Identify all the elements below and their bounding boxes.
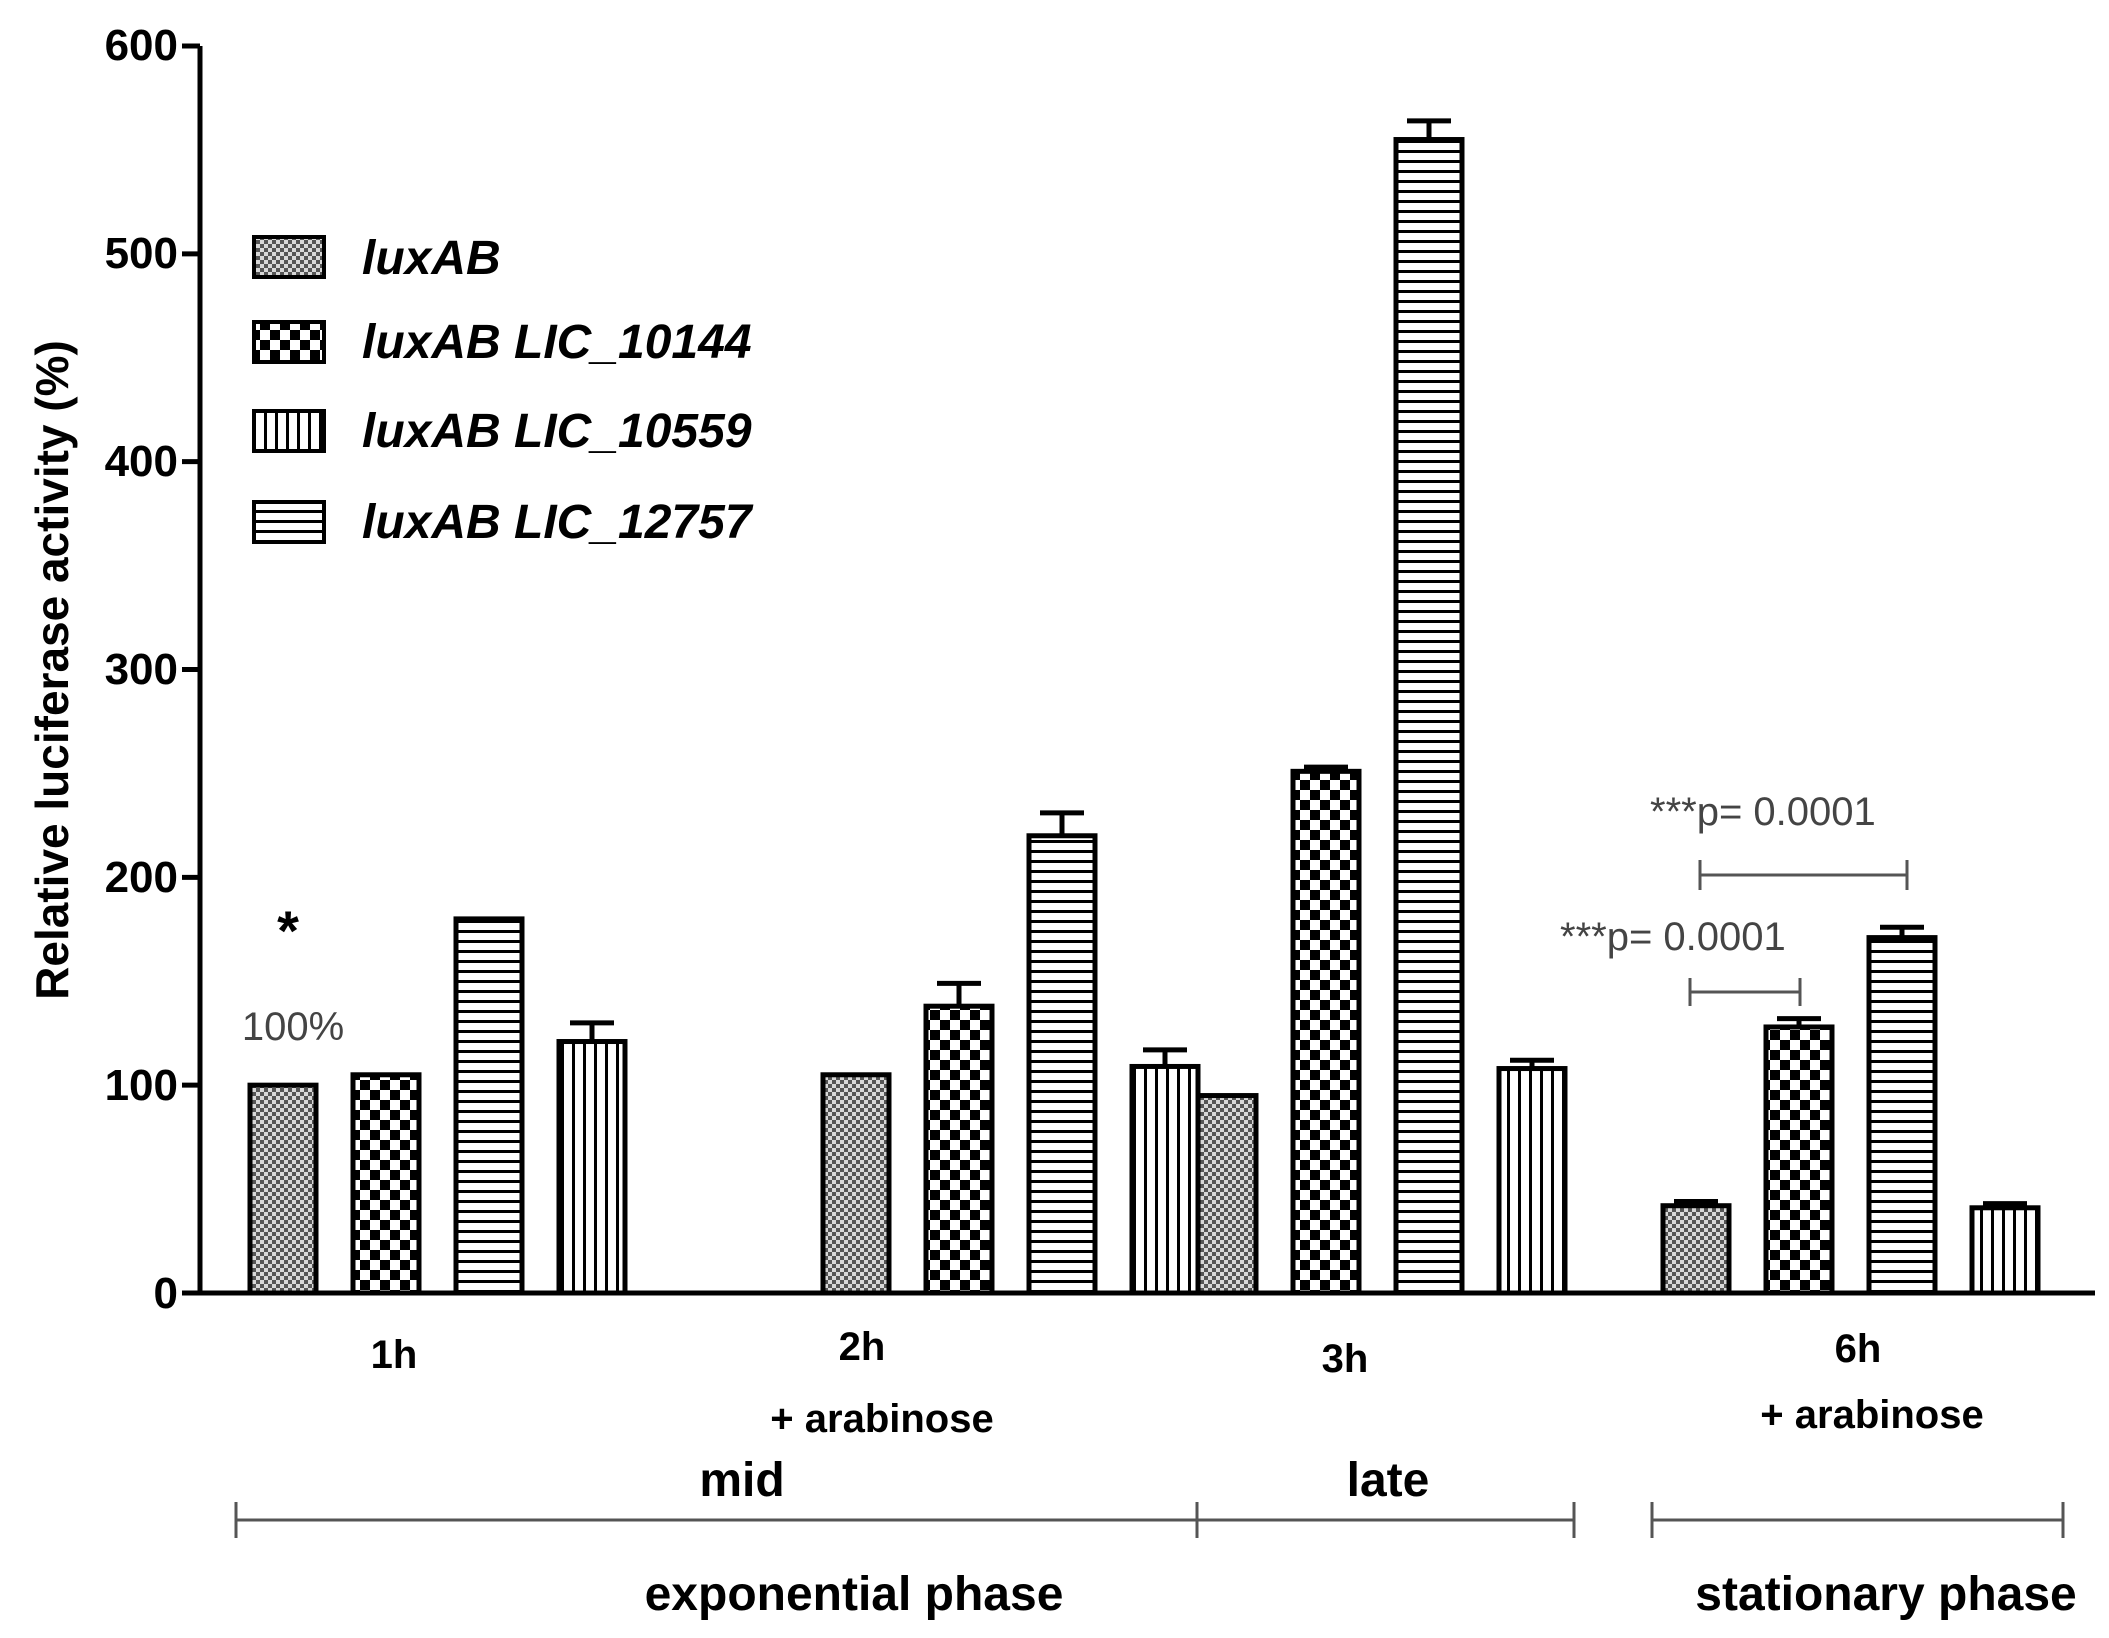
- error-bar: [1674, 1199, 1718, 1206]
- bar-luxab-lic-10559-3h: [1496, 1066, 1568, 1296]
- y-tick-label: 500: [105, 229, 178, 278]
- bar-luxab-1h: [247, 1082, 319, 1296]
- significance-bracket-upper: [1698, 860, 1909, 890]
- bar-luxab-lic-10559-1h: [556, 1039, 628, 1296]
- error-bar: [1777, 1016, 1821, 1027]
- error-bar: [1143, 1047, 1187, 1067]
- phase-label-stationary: stationary phase: [1695, 1568, 2076, 1621]
- category-label-3h: 3h: [1322, 1337, 1369, 1381]
- error-bar: [1510, 1057, 1554, 1069]
- bar-luxab-lic-10144-2h: [923, 1003, 995, 1296]
- bar-luxab-6h: [1660, 1203, 1732, 1296]
- category-label-6h: 6h: [1835, 1327, 1882, 1371]
- error-bar: [1880, 924, 1924, 938]
- category-label-1h: 1h: [371, 1333, 418, 1377]
- error-bar: [570, 1020, 614, 1042]
- bar-luxab-2h: [820, 1072, 892, 1296]
- significance-bracket-lower: [1688, 978, 1802, 1006]
- bar-luxab-lic-10559-2h: [1129, 1063, 1201, 1296]
- legend-swatch-lic-10559: [252, 409, 326, 453]
- phase-label-late: late: [1347, 1454, 1430, 1507]
- legend-label: luxAB: [362, 232, 501, 285]
- phase-label-mid: mid: [699, 1454, 784, 1507]
- error-bar: [1040, 810, 1084, 836]
- category-sublabel-2h: + arabinose: [770, 1397, 993, 1441]
- phase-bracket-exponential: [234, 1502, 1576, 1538]
- legend-label: luxAB LIC_10559: [362, 405, 752, 458]
- y-tick-label: 0: [154, 1269, 178, 1318]
- error-bar: [1983, 1201, 2027, 1208]
- legend-swatch-luxab: [252, 235, 326, 279]
- legend-swatch-lic-12757: [252, 500, 326, 544]
- bar-luxab-lic-10559-6h: [1969, 1205, 2041, 1296]
- legend: luxAB luxAB LIC_10144 luxAB LIC_10559 lu…: [252, 232, 754, 549]
- bar-luxab-lic-12757-6h: [1866, 935, 1938, 1296]
- legend-label: luxAB LIC_10144: [362, 316, 752, 369]
- y-tick-label: 200: [105, 853, 178, 902]
- y-tick-label: 100: [105, 1061, 178, 1110]
- error-bar: [1407, 118, 1451, 140]
- significance-label-upper: ***p= 0.0001: [1650, 790, 1876, 834]
- y-tick-label: 400: [105, 437, 178, 486]
- bar-luxab-lic-10144-3h: [1290, 768, 1362, 1296]
- error-bar: [1304, 764, 1348, 772]
- bar-luxab-lic-12757-2h: [1026, 833, 1098, 1296]
- significance-star: *: [277, 899, 299, 962]
- hundred-percent-label: 100%: [242, 1005, 344, 1049]
- legend-swatch-lic-10144: [252, 320, 326, 364]
- y-tick-label: 600: [105, 21, 178, 70]
- bar-luxab-lic-10144-6h: [1763, 1024, 1835, 1296]
- phase-bracket-stationary: [1650, 1502, 2065, 1538]
- bar-luxab-lic-12757-3h: [1393, 137, 1465, 1296]
- legend-label: luxAB LIC_12757: [362, 496, 754, 549]
- category-label-2h: 2h: [839, 1325, 886, 1369]
- phase-label-exponential: exponential phase: [645, 1568, 1064, 1621]
- bar-luxab-lic-12757-1h: [453, 916, 525, 1296]
- bar-luxab-3h: [1187, 1093, 1259, 1296]
- significance-label-lower: ***p= 0.0001: [1560, 915, 1786, 959]
- category-sublabel-6h: + arabinose: [1760, 1393, 1983, 1437]
- y-axis-title: Relative luciferase activity (%): [26, 340, 78, 1000]
- bar-luxab-lic-10144-1h: [350, 1072, 422, 1296]
- y-tick-label: 300: [105, 645, 178, 694]
- error-bar: [937, 980, 981, 1007]
